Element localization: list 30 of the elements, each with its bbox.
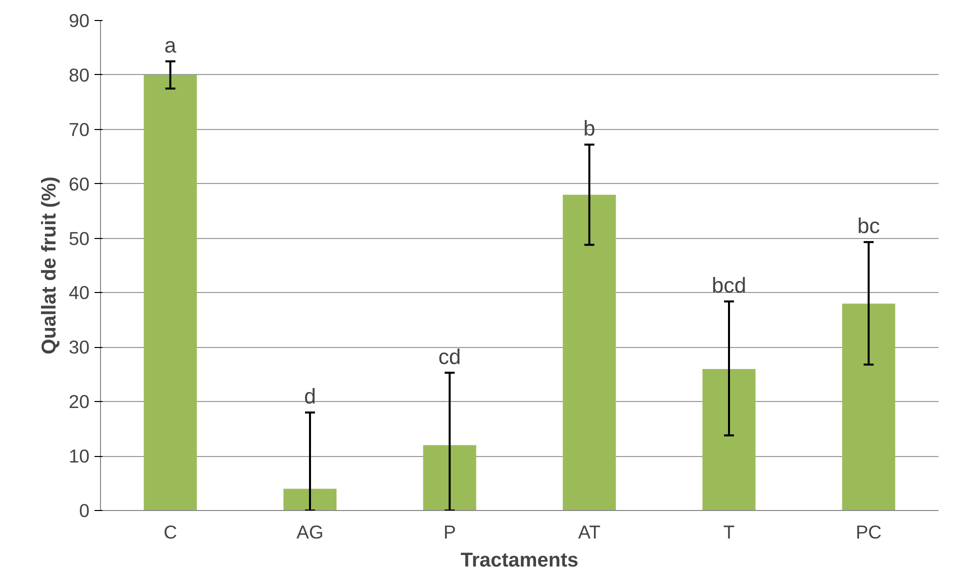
y-tick-label: 30	[68, 336, 90, 358]
y-tick-label: 20	[68, 391, 90, 412]
y-tick-label: 60	[68, 173, 90, 194]
x-tick-label: AG	[296, 522, 324, 542]
y-tick-label: 70	[68, 118, 90, 140]
annotation: a	[164, 33, 176, 58]
x-tick-label: C	[164, 522, 178, 542]
bar	[144, 74, 197, 510]
bar	[562, 194, 616, 510]
bar	[283, 488, 337, 510]
x-tick-label: T	[723, 522, 735, 542]
y-tick-label: 50	[68, 228, 90, 249]
y-tick-label: 10	[68, 446, 90, 467]
y-tick-label: 80	[68, 64, 90, 86]
y-tick-label: 40	[68, 282, 90, 304]
y-tick-label: 0	[79, 500, 90, 521]
annotation: d	[304, 384, 316, 408]
bar	[702, 368, 756, 510]
annotation: cd	[438, 344, 461, 369]
x-tick-label: PC	[856, 522, 882, 542]
x-axis-title: Tractaments	[460, 550, 578, 572]
x-tick-label: AT	[578, 522, 601, 542]
annotation: bcd	[712, 273, 746, 298]
annotation: bc	[857, 214, 880, 238]
annotation: b	[583, 116, 596, 141]
bar	[842, 304, 896, 510]
x-tick-label: P	[443, 522, 456, 542]
y-tick-label: 90	[68, 10, 90, 31]
bar	[423, 445, 476, 510]
y-axis-title: Quallat de fruit (%)	[38, 176, 61, 354]
